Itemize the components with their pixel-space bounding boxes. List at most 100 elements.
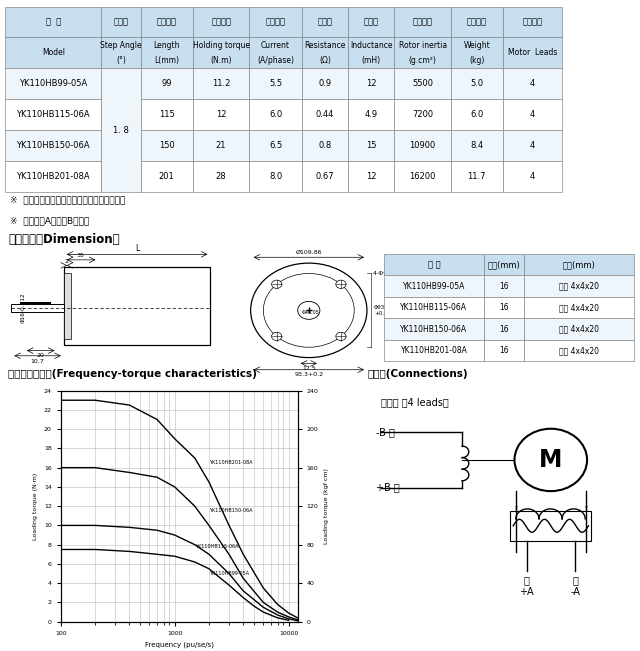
Bar — [301, 7, 348, 37]
Bar — [193, 100, 250, 130]
Text: 10900: 10900 — [410, 141, 436, 150]
Circle shape — [515, 429, 587, 491]
Bar — [348, 100, 394, 130]
Y-axis label: Loading torque (kgf·cm): Loading torque (kgf·cm) — [324, 468, 329, 544]
Text: 平键 4x4x20: 平键 4x4x20 — [559, 346, 598, 355]
Bar — [394, 68, 451, 100]
Text: 蓝: 蓝 — [572, 575, 578, 585]
Bar — [524, 275, 634, 297]
Text: M: M — [539, 448, 563, 472]
Text: 5.5: 5.5 — [269, 79, 282, 89]
Bar — [502, 161, 563, 192]
Text: 201: 201 — [159, 172, 175, 181]
Bar — [348, 37, 394, 68]
Bar — [250, 37, 301, 68]
Text: 接线图(Connections): 接线图(Connections) — [367, 370, 468, 380]
Text: (kg): (kg) — [469, 56, 484, 65]
Text: Rotor inertia: Rotor inertia — [399, 40, 447, 49]
Bar — [451, 68, 502, 100]
Bar — [502, 100, 563, 130]
Bar — [348, 161, 394, 192]
Text: 93.3+0.2: 93.3+0.2 — [294, 372, 323, 378]
Text: 4: 4 — [530, 172, 535, 181]
Text: 4: 4 — [530, 141, 535, 150]
Text: 11.2: 11.2 — [212, 79, 230, 89]
Text: Current: Current — [261, 40, 290, 49]
Text: 12: 12 — [366, 79, 376, 89]
Bar — [102, 7, 141, 37]
Bar — [451, 7, 502, 37]
Bar — [348, 130, 394, 161]
Bar — [141, 161, 193, 192]
Text: 保持转矩: 保持转矩 — [211, 18, 231, 27]
Bar — [250, 68, 301, 100]
Text: 平键 4x4x20: 平键 4x4x20 — [559, 303, 598, 312]
Bar — [394, 37, 451, 68]
Text: 4: 4 — [530, 79, 535, 89]
Text: 四出线 （4 leads）: 四出线 （4 leads） — [381, 398, 449, 408]
Bar — [141, 7, 193, 37]
Bar — [384, 275, 484, 297]
Text: 型  号: 型 号 — [45, 18, 61, 27]
Text: 7200: 7200 — [412, 110, 433, 119]
Text: YK110HB115-06A: YK110HB115-06A — [17, 110, 90, 119]
Bar — [384, 297, 484, 318]
Bar — [384, 318, 484, 340]
Text: 矩频特性曲线图(Frequency-torque characteristics): 矩频特性曲线图(Frequency-torque characteristics… — [8, 370, 257, 380]
Text: YK110HB201-08A: YK110HB201-08A — [17, 172, 90, 181]
Bar — [301, 68, 348, 100]
Text: (A/phase): (A/phase) — [257, 56, 294, 65]
Text: Motor  Leads: Motor Leads — [508, 48, 557, 57]
Bar — [524, 318, 634, 340]
Text: 10.7: 10.7 — [31, 359, 44, 363]
Circle shape — [251, 263, 367, 357]
Bar — [502, 37, 563, 68]
Text: YK110HB150-06A: YK110HB150-06A — [209, 508, 252, 514]
Bar — [524, 254, 634, 275]
Text: (mH): (mH) — [362, 56, 381, 65]
Text: Resistance: Resistance — [305, 40, 346, 49]
Text: YK110HB150-06A: YK110HB150-06A — [401, 325, 467, 333]
Text: 黄: 黄 — [524, 575, 529, 585]
Text: 16: 16 — [499, 303, 509, 312]
Bar — [502, 130, 563, 161]
Text: YK110HB150-06A: YK110HB150-06A — [17, 141, 90, 150]
Bar — [12, 303, 64, 312]
Text: 5500: 5500 — [412, 79, 433, 89]
Text: 电机线数: 电机线数 — [522, 18, 543, 27]
Text: 0.67: 0.67 — [316, 172, 334, 181]
Y-axis label: Loading torque (N·m): Loading torque (N·m) — [33, 473, 38, 540]
Text: 0.8: 0.8 — [319, 141, 332, 150]
Circle shape — [264, 273, 354, 347]
Text: 15: 15 — [366, 141, 376, 150]
Text: 4: 4 — [530, 110, 535, 119]
Bar — [451, 130, 502, 161]
Bar — [394, 100, 451, 130]
Bar — [301, 130, 348, 161]
Text: 6.0: 6.0 — [470, 110, 483, 119]
Bar — [141, 68, 193, 100]
Text: 16: 16 — [499, 325, 509, 333]
Text: 5.0: 5.0 — [470, 79, 483, 89]
Bar — [20, 302, 51, 304]
Bar — [64, 273, 71, 339]
Text: Φ16-0.012: Φ16-0.012 — [20, 292, 26, 324]
Text: +A: +A — [519, 587, 534, 597]
Text: Step Angle: Step Angle — [100, 40, 142, 49]
Text: L: L — [135, 244, 140, 253]
Bar — [384, 254, 484, 275]
Bar — [451, 161, 502, 192]
Text: 平键 4x4x20: 平键 4x4x20 — [559, 325, 598, 333]
Bar — [484, 275, 524, 297]
Text: Holding torque: Holding torque — [193, 40, 250, 49]
Text: 电机重量: 电机重量 — [467, 18, 487, 27]
Text: 99: 99 — [161, 79, 172, 89]
Bar — [394, 7, 451, 37]
Text: 额定电流: 额定电流 — [266, 18, 285, 27]
Text: Φ48.05: Φ48.05 — [302, 310, 320, 315]
Text: (Ω): (Ω) — [319, 56, 331, 65]
Text: YK110HB115-06A: YK110HB115-06A — [401, 303, 467, 312]
Text: 轴伸(mm): 轴伸(mm) — [563, 260, 595, 269]
Text: +B 绿: +B 绿 — [376, 482, 400, 493]
Text: ※  以上仅为代表性产品，可按要求另行制作。: ※ 以上仅为代表性产品，可按要求另行制作。 — [10, 195, 125, 204]
